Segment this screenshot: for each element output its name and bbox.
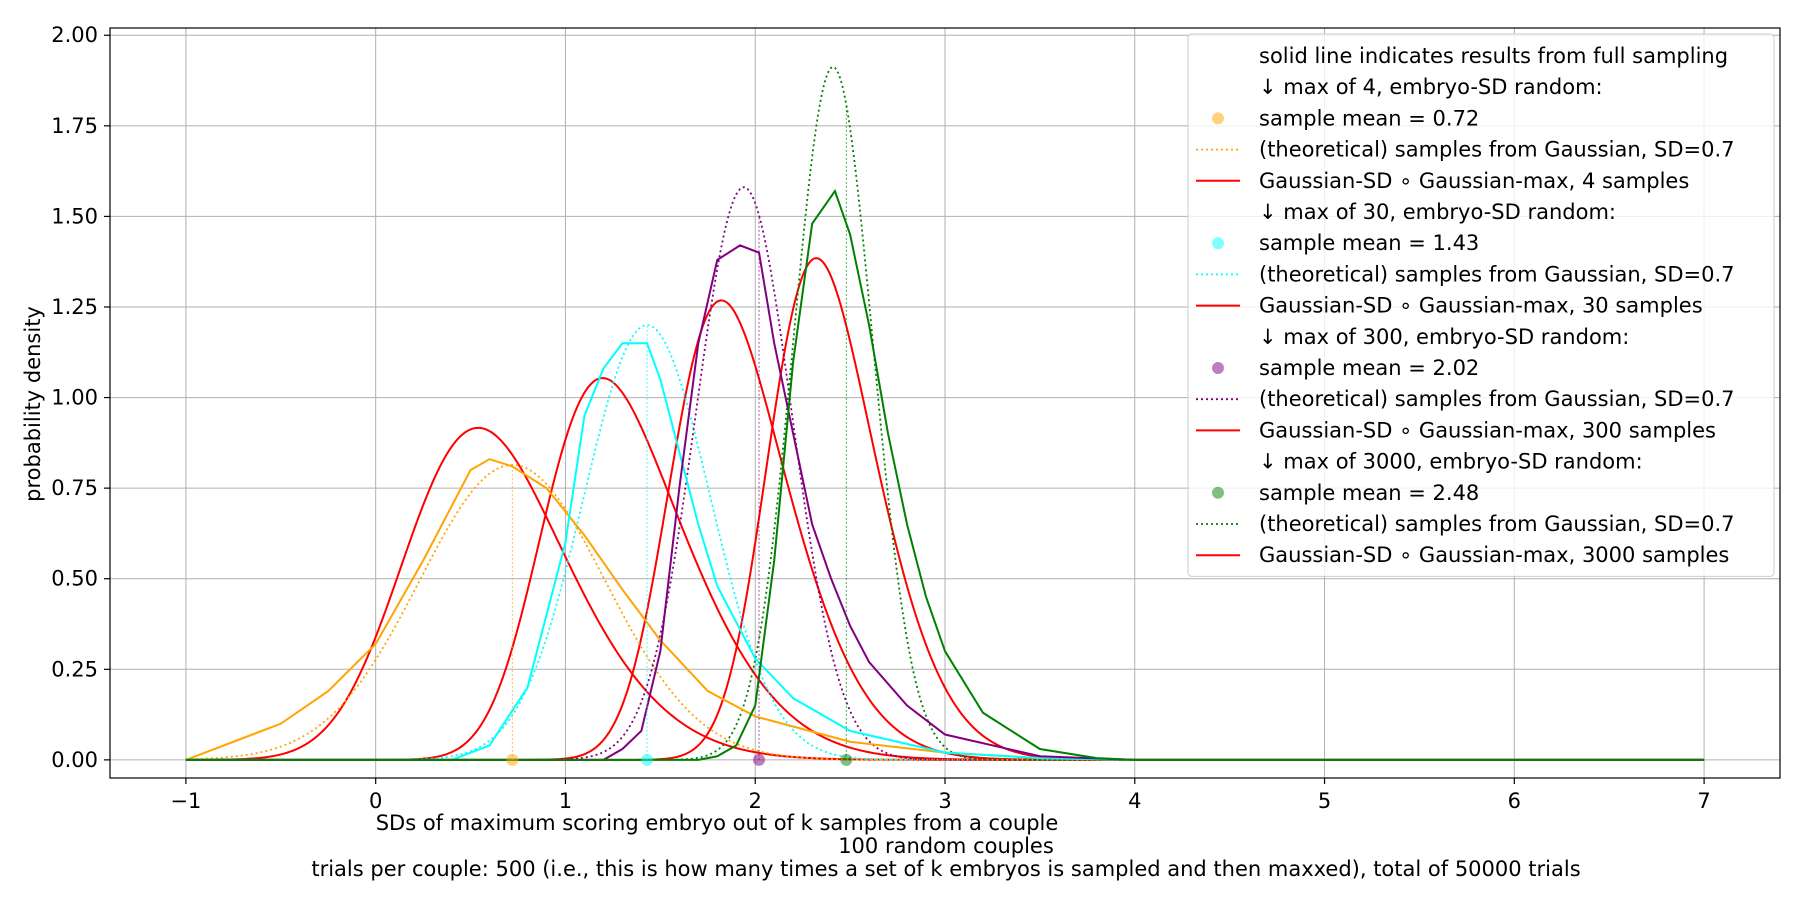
y-tick-label: 1.00 <box>51 386 98 410</box>
x-tick-label: 7 <box>1697 789 1710 813</box>
x-tick-label: 3 <box>938 789 951 813</box>
legend-theory-k3000-label: (theoretical) samples from Gaussian, SD=… <box>1259 512 1734 536</box>
y-tick-label: 0.75 <box>51 476 98 500</box>
x-tick-label: 6 <box>1508 789 1521 813</box>
legend-box <box>1187 33 1775 577</box>
y-tick-label: 0.25 <box>51 657 98 681</box>
y-axis-label: probability density <box>21 306 45 502</box>
legend-group-header-k3000-label: ↓ max of 3000, embryo-SD random: <box>1259 450 1643 474</box>
legend-theory-k30-label: (theoretical) samples from Gaussian, SD=… <box>1259 262 1734 286</box>
mean-dot-k300 <box>753 753 766 766</box>
x-tick-label: 5 <box>1318 789 1331 813</box>
legend-group-header-k4-label: ↓ max of 4, embryo-SD random: <box>1259 75 1603 99</box>
tick-marks: −1 0 1 2 3 4 5 6 7 0.00 0.25 0.50 0.75 1.00 1.25 1.50 1.… <box>51 23 1711 813</box>
y-tick-label: 1.50 <box>51 204 98 228</box>
mean-dot-k4 <box>506 753 519 766</box>
x-tick-label: 1 <box>559 789 572 813</box>
empirical-line-k3000 <box>185 188 1705 761</box>
x-tick-label: 2 <box>749 789 762 813</box>
legend-group-header-k300-label: ↓ max of 300, embryo-SD random: <box>1259 325 1629 349</box>
legend-mean-k300-label: sample mean = 2.02 <box>1259 356 1479 380</box>
legend-fit-k3000-label: Gaussian-SD ∘ Gaussian-max, 3000 samples <box>1259 543 1729 567</box>
legend-theory-k4-label: (theoretical) samples from Gaussian, SD=… <box>1259 138 1734 162</box>
x-axis-subtitle-trials: trials per couple: 500 (i.e., this is ho… <box>311 857 1580 881</box>
y-tick-label: 0.50 <box>51 567 98 591</box>
legend-mean-k30-label: sample mean = 1.43 <box>1259 231 1479 255</box>
legend-mean-k30-handle <box>1212 237 1224 250</box>
legend-header-label: solid line indicates results from full s… <box>1259 44 1728 68</box>
legend-mean-k3000-label: sample mean = 2.48 <box>1259 481 1479 505</box>
y-tick-label: 1.75 <box>51 114 98 138</box>
mean-dot-k3000 <box>840 753 853 766</box>
empirical-curves <box>185 188 1705 761</box>
mean-markers <box>506 104 853 766</box>
y-tick-label: 2.00 <box>51 23 98 47</box>
legend-mean-k4-label: sample mean = 0.72 <box>1259 106 1479 130</box>
legend: solid line indicates results from full s… <box>1187 33 1775 577</box>
mean-dot-k30 <box>641 753 654 766</box>
x-axis-label: SDs of maximum scoring embryo out of k s… <box>376 811 1059 835</box>
y-tick-label: 1.25 <box>51 295 98 319</box>
x-tick-label: 4 <box>1128 789 1141 813</box>
legend-fit-k300-label: Gaussian-SD ∘ Gaussian-max, 300 samples <box>1259 418 1716 442</box>
legend-fit-k30-label: Gaussian-SD ∘ Gaussian-max, 30 samples <box>1259 294 1703 318</box>
legend-mean-k3000-handle <box>1212 486 1224 499</box>
y-tick-label: 0.00 <box>51 748 98 772</box>
x-tick-label: −1 <box>170 789 201 813</box>
legend-mean-k4-handle <box>1212 112 1224 125</box>
x-axis-subtitle-couples: 100 random couples <box>838 834 1054 858</box>
legend-mean-k300-handle <box>1212 362 1224 374</box>
x-tick-label: 0 <box>369 789 382 813</box>
legend-fit-k4-label: Gaussian-SD ∘ Gaussian-max, 4 samples <box>1259 169 1689 193</box>
empirical-line-k30 <box>185 342 1705 761</box>
legend-theory-k300-label: (theoretical) samples from Gaussian, SD=… <box>1259 387 1734 411</box>
legend-group-header-k30-label: ↓ max of 30, embryo-SD random: <box>1259 200 1616 224</box>
empirical-line-k300 <box>185 244 1705 761</box>
